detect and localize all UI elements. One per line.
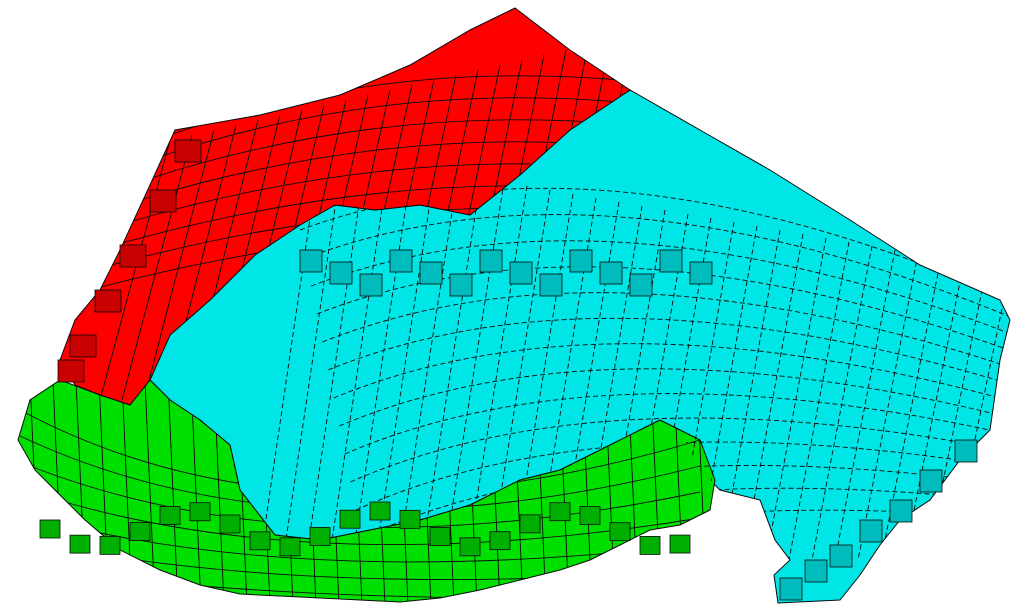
mesh-edge — [351, 165, 413, 561]
mesh-edge — [99, 139, 171, 401]
mesh-cell-face — [889, 499, 913, 523]
mesh-cell-face — [39, 519, 61, 539]
mesh-cell-face — [489, 531, 511, 551]
mesh-cell-face — [219, 514, 241, 534]
mesh-edge — [333, 343, 1010, 402]
mesh-edge — [328, 161, 390, 561]
mesh-cell-face — [459, 537, 481, 557]
mesh-cell-face — [919, 469, 943, 493]
mesh-edge — [604, 209, 666, 561]
mesh-step-blocks — [39, 139, 978, 601]
mesh-cell-face — [669, 534, 691, 554]
mesh-cell-face — [689, 261, 713, 285]
mesh-cell-face — [279, 537, 301, 557]
mesh-edge — [857, 253, 919, 561]
mesh-edge — [903, 261, 965, 561]
mesh-edge — [259, 149, 321, 561]
mesh-edge — [143, 129, 215, 401]
mesh-edge — [673, 221, 735, 561]
mesh-cell-face — [359, 273, 383, 297]
mesh-edge — [344, 393, 1010, 455]
mesh-cell-face — [639, 536, 661, 555]
mesh-cell-face — [829, 544, 853, 568]
mesh-edge — [121, 134, 193, 401]
mesh-cell-face — [129, 522, 151, 541]
mesh-cell-face — [579, 506, 601, 525]
mesh-cell-face — [629, 273, 653, 297]
mesh-cell-face — [419, 261, 443, 285]
mesh-edge — [305, 214, 1010, 318]
mesh-edge — [466, 185, 528, 561]
mesh-edge — [282, 153, 344, 561]
mesh-cell-face — [599, 261, 623, 285]
mesh-cell-face — [339, 509, 361, 529]
mesh-edge — [147, 119, 621, 180]
mesh-edge — [350, 417, 1010, 483]
mesh-cell-face — [659, 249, 683, 273]
mesh-edge — [167, 380, 179, 602]
mesh-edge — [305, 157, 367, 561]
mesh-edge — [374, 169, 436, 561]
mesh-edge — [811, 245, 873, 561]
mesh-cell-face — [804, 559, 828, 583]
mesh-cell-face — [69, 334, 97, 358]
mesh-edge — [397, 173, 459, 561]
mesh-cell-face — [859, 519, 883, 543]
mesh-cell-face — [299, 249, 323, 273]
mesh-cell-face — [429, 527, 451, 546]
mesh-edge — [316, 266, 1010, 351]
mesh-cell-face — [94, 289, 122, 313]
mesh-cell-face — [389, 249, 413, 273]
mesh-cell-face — [399, 509, 421, 529]
mesh-cell-face — [189, 502, 211, 522]
region-red — [59, 7, 631, 406]
mesh-cell-face — [149, 189, 177, 213]
mesh-cell-face — [519, 514, 541, 534]
mesh-edge — [420, 177, 482, 561]
mesh-edge — [949, 269, 1010, 561]
mesh-cell-face — [249, 531, 271, 551]
mesh-cell-face — [449, 273, 473, 297]
mesh-cell-face — [329, 261, 353, 285]
mesh-cell-face — [569, 249, 593, 273]
mesh-edge — [19, 513, 701, 563]
mesh-cell-face — [57, 359, 85, 383]
mesh-cell-face — [509, 261, 533, 285]
mesh-cell-face — [549, 502, 571, 522]
mesh-cell-face — [609, 522, 631, 542]
mesh-cell-face — [309, 527, 331, 546]
mesh-cell-face — [69, 534, 91, 554]
mesh-cell-face — [539, 273, 563, 297]
mesh-cell-face — [779, 577, 803, 601]
mesh-edge — [158, 97, 621, 158]
mesh-cell-face — [479, 249, 503, 273]
mesh-edge — [136, 141, 621, 202]
mesh-edge — [190, 380, 202, 602]
mesh-edge — [788, 241, 850, 561]
mesh-cell-face — [99, 535, 121, 555]
mesh-cell-face — [159, 505, 181, 525]
mesh-edge — [327, 317, 1010, 385]
mesh-cell-face — [174, 139, 202, 163]
mesh-edge — [765, 237, 827, 561]
mesh-cell-face — [119, 244, 147, 268]
mesh-cell-face — [954, 439, 978, 463]
mesh-cell-face — [369, 501, 391, 521]
mesh-edge — [834, 249, 896, 561]
mesh-edge — [512, 193, 574, 561]
